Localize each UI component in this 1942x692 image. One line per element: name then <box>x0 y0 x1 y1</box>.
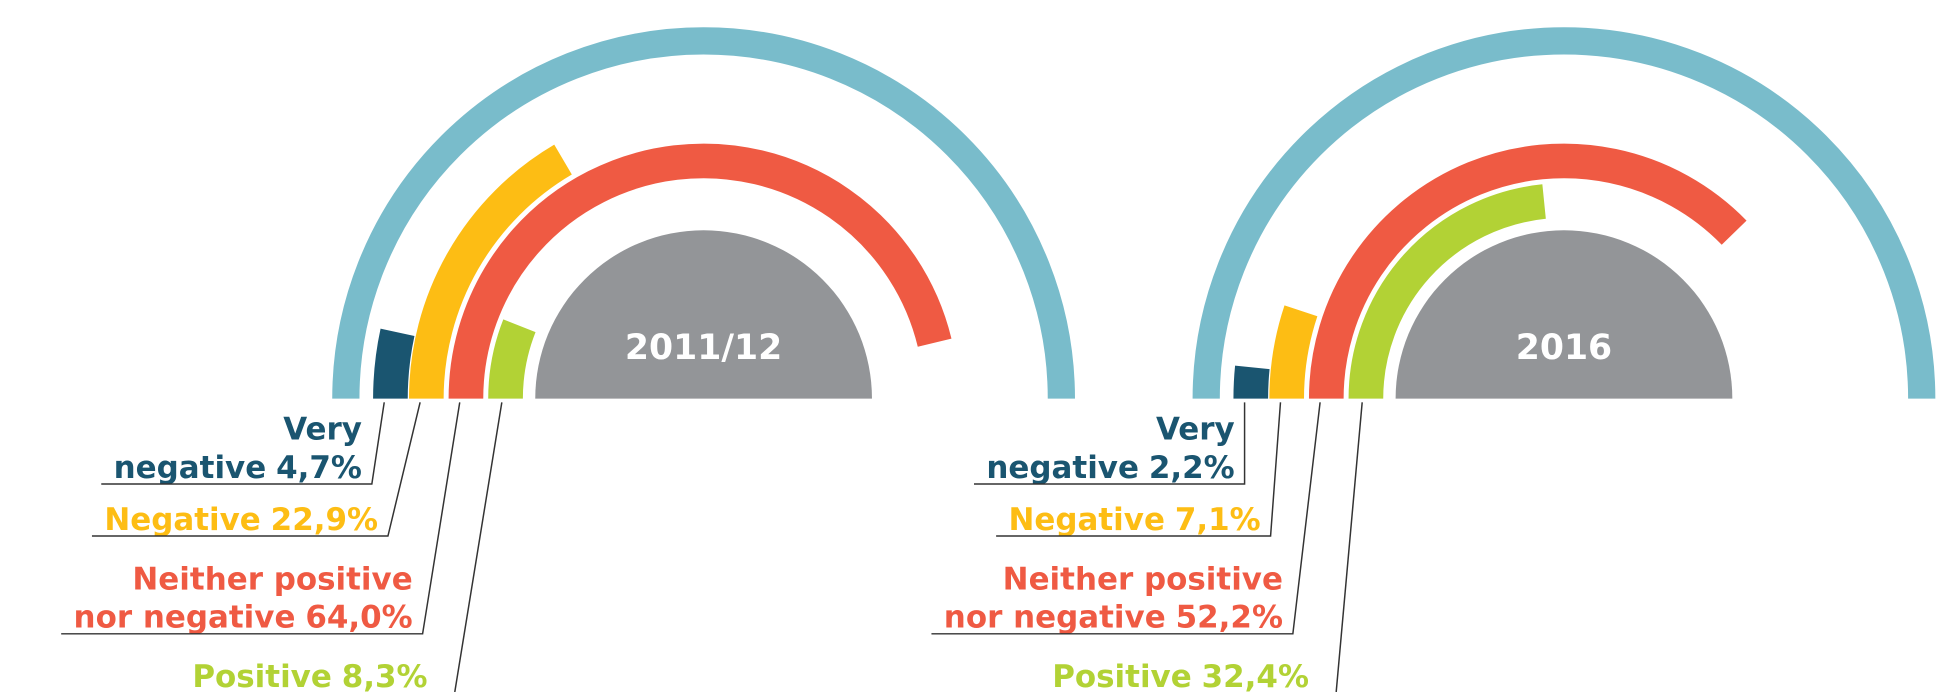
category-line: Negative <box>1009 502 1165 538</box>
category-line: Neither positive <box>132 561 412 597</box>
leader-line <box>1335 402 1363 692</box>
leader-line <box>931 402 1321 635</box>
category-label: Negative <box>1009 502 1165 538</box>
category-label: Positive <box>192 659 332 692</box>
value-label: 7,1% <box>1175 502 1261 538</box>
category-line: Neither positive <box>1003 561 1283 597</box>
radial-bar <box>1269 305 1318 399</box>
leader-line <box>61 402 461 635</box>
value-label: 2,2% <box>1149 450 1235 486</box>
value-label: 22,9% <box>271 502 378 538</box>
radial-bar <box>488 319 536 400</box>
category-line: negative <box>986 450 1139 486</box>
category-label: Positive <box>1052 659 1192 692</box>
radial-bar <box>373 328 415 399</box>
category-label: Neither positive nor negative <box>74 561 413 635</box>
radial-bar <box>1233 365 1270 399</box>
leader-line <box>454 402 503 692</box>
center-disc <box>1395 230 1733 399</box>
leader-line <box>91 402 421 537</box>
radial-bar <box>448 143 952 399</box>
category-line: negative <box>114 450 267 486</box>
value-label: 52,2% <box>1176 600 1283 636</box>
category-label: Very negative <box>986 411 1234 485</box>
category-label: Negative <box>104 502 260 538</box>
chart-title: 2016 <box>1516 328 1612 368</box>
category-line: nor negative <box>74 600 296 636</box>
leader-line <box>101 402 385 485</box>
radial-bar <box>408 144 572 399</box>
value-label: 4,7% <box>276 450 362 486</box>
value-label: 8,3% <box>342 659 428 692</box>
background-arc <box>332 27 1075 399</box>
radial-bar <box>1308 143 1747 399</box>
radial-bar <box>1348 184 1547 399</box>
center-disc <box>535 230 872 399</box>
category-line: Negative <box>104 502 260 538</box>
category-label: Very negative <box>114 411 362 485</box>
category-label: Neither positive nor negative <box>944 561 1283 635</box>
category-line: Positive <box>1052 659 1192 692</box>
category-line: Very <box>283 411 362 447</box>
category-line: nor negative <box>944 600 1166 636</box>
value-label: 32,4% <box>1202 659 1309 692</box>
leader-line <box>996 402 1282 537</box>
chart-title: 2011/12 <box>625 328 782 368</box>
value-label: 64,0% <box>305 600 412 636</box>
category-line: Very <box>1156 411 1235 447</box>
leader-line <box>974 402 1246 485</box>
category-line: Positive <box>192 659 332 692</box>
background-arc <box>1192 27 1936 399</box>
